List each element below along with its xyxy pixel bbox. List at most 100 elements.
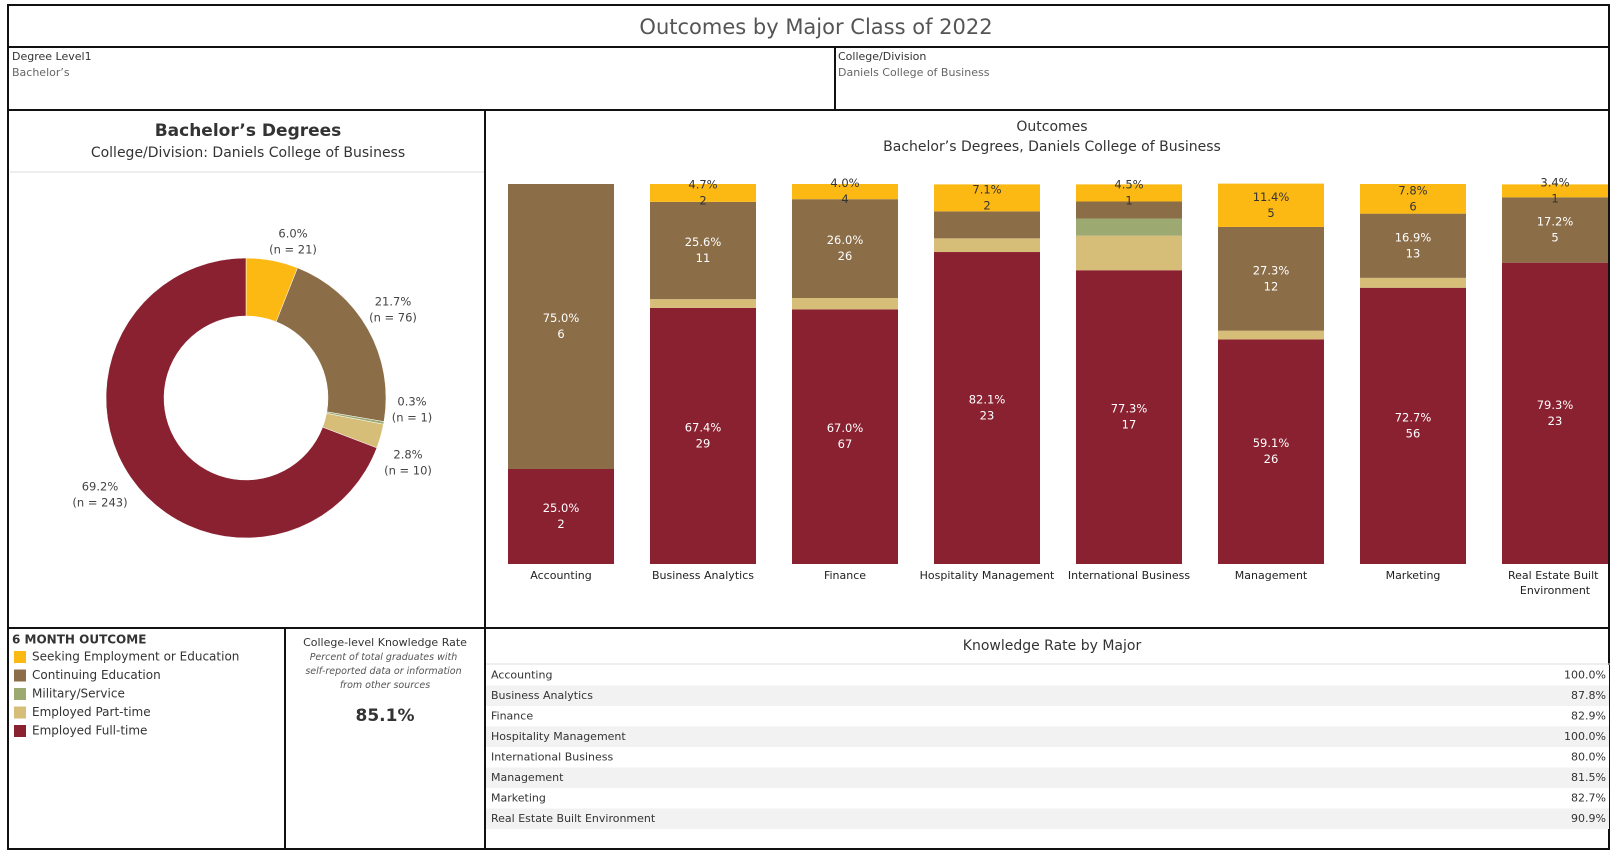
bar-segment (1502, 184, 1608, 198)
bar-value-label: 79.3% (1537, 398, 1574, 412)
bar-segment (508, 184, 614, 469)
table-cell: 100.0% (1564, 730, 1606, 743)
table-row (486, 685, 1609, 706)
legend-entry: Employed Full-time (32, 724, 147, 738)
bar-count-label: 4 (841, 192, 848, 206)
x-tick-label: Accounting (530, 569, 591, 582)
bar-value-label: 11.4% (1253, 190, 1290, 204)
bar-segment (934, 211, 1040, 239)
table-cell: 87.8% (1571, 689, 1606, 702)
bar-value-label: 7.1% (972, 182, 1001, 196)
table-row (486, 808, 1609, 829)
x-tick-label: Marketing (1386, 569, 1441, 582)
legend-entry: Seeking Employment or Education (32, 650, 239, 664)
bar-value-label: 4.0% (830, 176, 859, 190)
bar-segment (1076, 235, 1182, 271)
legend-entry: Continuing Education (32, 668, 161, 682)
table-cell: 90.9% (1571, 812, 1606, 825)
bar-segment (792, 184, 898, 200)
bar-count-label: 67 (838, 437, 853, 451)
bar-segment (934, 184, 1040, 212)
table-cell: Real Estate Built Environment (491, 812, 656, 825)
bar-segment (650, 184, 756, 202)
bar-value-label: 3.4% (1540, 175, 1569, 189)
donut-count-label: (n = 1) (392, 411, 433, 425)
bar-value-label: 72.7% (1395, 410, 1432, 424)
bar-value-label: 4.5% (1114, 177, 1143, 191)
donut-slice (275, 267, 387, 422)
bar-count-label: 29 (696, 436, 711, 450)
bar-segment (1360, 277, 1466, 288)
donut-count-label: (n = 243) (72, 496, 127, 510)
bar-segment (1360, 213, 1466, 278)
bar-value-label: 26.0% (827, 233, 864, 247)
bar-count-label: 2 (699, 193, 706, 207)
bar-count-label: 11 (696, 251, 711, 265)
bar-segment (792, 199, 898, 298)
outer-border (7, 4, 1610, 850)
donut-count-label: (n = 76) (369, 311, 417, 325)
table-cell: 100.0% (1564, 669, 1606, 682)
donut-title: Bachelor’s Degrees (155, 121, 342, 141)
table-row (486, 788, 1609, 809)
bar-value-label: 7.8% (1398, 183, 1427, 197)
legend-swatch (14, 669, 26, 682)
bar-count-label: 12 (1264, 279, 1279, 293)
x-tick-label: Management (1235, 569, 1308, 582)
table-cell: Marketing (491, 792, 546, 805)
bar-count-label: 6 (1409, 199, 1416, 213)
table-title: Knowledge Rate by Major (963, 638, 1142, 654)
bar-count-label: 13 (1406, 246, 1421, 260)
bar-value-label: 16.9% (1395, 230, 1432, 244)
bar-segment (1218, 339, 1324, 564)
legend-title: 6 MONTH OUTCOME (12, 633, 146, 647)
bar-value-label: 25.0% (543, 501, 580, 515)
filter-label: Degree Level1 (12, 50, 92, 63)
bar-count-label: 17 (1122, 418, 1137, 432)
bar-segment (650, 299, 756, 308)
table-cell: Accounting (491, 669, 552, 682)
bar-count-label: 2 (557, 517, 564, 531)
bar-segment (1360, 287, 1466, 564)
bar-count-label: 56 (1406, 426, 1421, 440)
bar-value-label: 27.3% (1253, 263, 1290, 277)
bar-count-label: 5 (1267, 206, 1274, 220)
donut-value-label: 21.7% (375, 295, 412, 309)
table-row (486, 726, 1609, 747)
legend-swatch (14, 706, 26, 719)
table-cell: Management (491, 771, 564, 784)
x-tick-label: Hospitality Management (920, 569, 1055, 582)
table-row (486, 706, 1609, 727)
bar-segment (1502, 197, 1608, 263)
bar-value-label: 59.1% (1253, 436, 1290, 450)
x-tick-label: Finance (824, 569, 866, 582)
bar-count-label: 2 (983, 198, 990, 212)
bar-subtitle: Bachelor’s Degrees, Daniels College of B… (883, 139, 1221, 155)
legend-entry: Employed Part-time (32, 705, 151, 719)
x-tick-label: Real Estate Built Environment (1508, 569, 1602, 597)
bar-value-label: 17.2% (1537, 214, 1574, 228)
bar-segment (1218, 226, 1324, 331)
bar-value-label: 77.3% (1111, 402, 1148, 416)
x-tick-label: Business Analytics (652, 569, 754, 582)
bar-count-label: 6 (557, 327, 564, 341)
table-cell: Finance (491, 710, 533, 723)
bar-segment (934, 252, 1040, 564)
table-cell: International Business (491, 751, 613, 764)
knowledge-title: College-level Knowledge Rate (303, 636, 467, 649)
bar-segment (508, 469, 614, 564)
bar-segment (1076, 270, 1182, 564)
table-cell: 82.7% (1571, 792, 1606, 805)
table-cell: 80.0% (1571, 751, 1606, 764)
table-cell: Hospitality Management (491, 730, 626, 743)
bar-count-label: 26 (1264, 452, 1279, 466)
bar-value-label: 67.4% (685, 420, 722, 434)
table-cell: 81.5% (1571, 771, 1606, 784)
table-cell: 82.9% (1571, 710, 1606, 723)
dashboard-title: Outcomes by Major Class of 2022 (639, 15, 992, 39)
donut-value-label: 0.3% (397, 395, 426, 409)
table-row (486, 747, 1609, 768)
bar-segment (1076, 218, 1182, 236)
knowledge-note: Percent of total graduates with self-rep… (305, 652, 464, 691)
